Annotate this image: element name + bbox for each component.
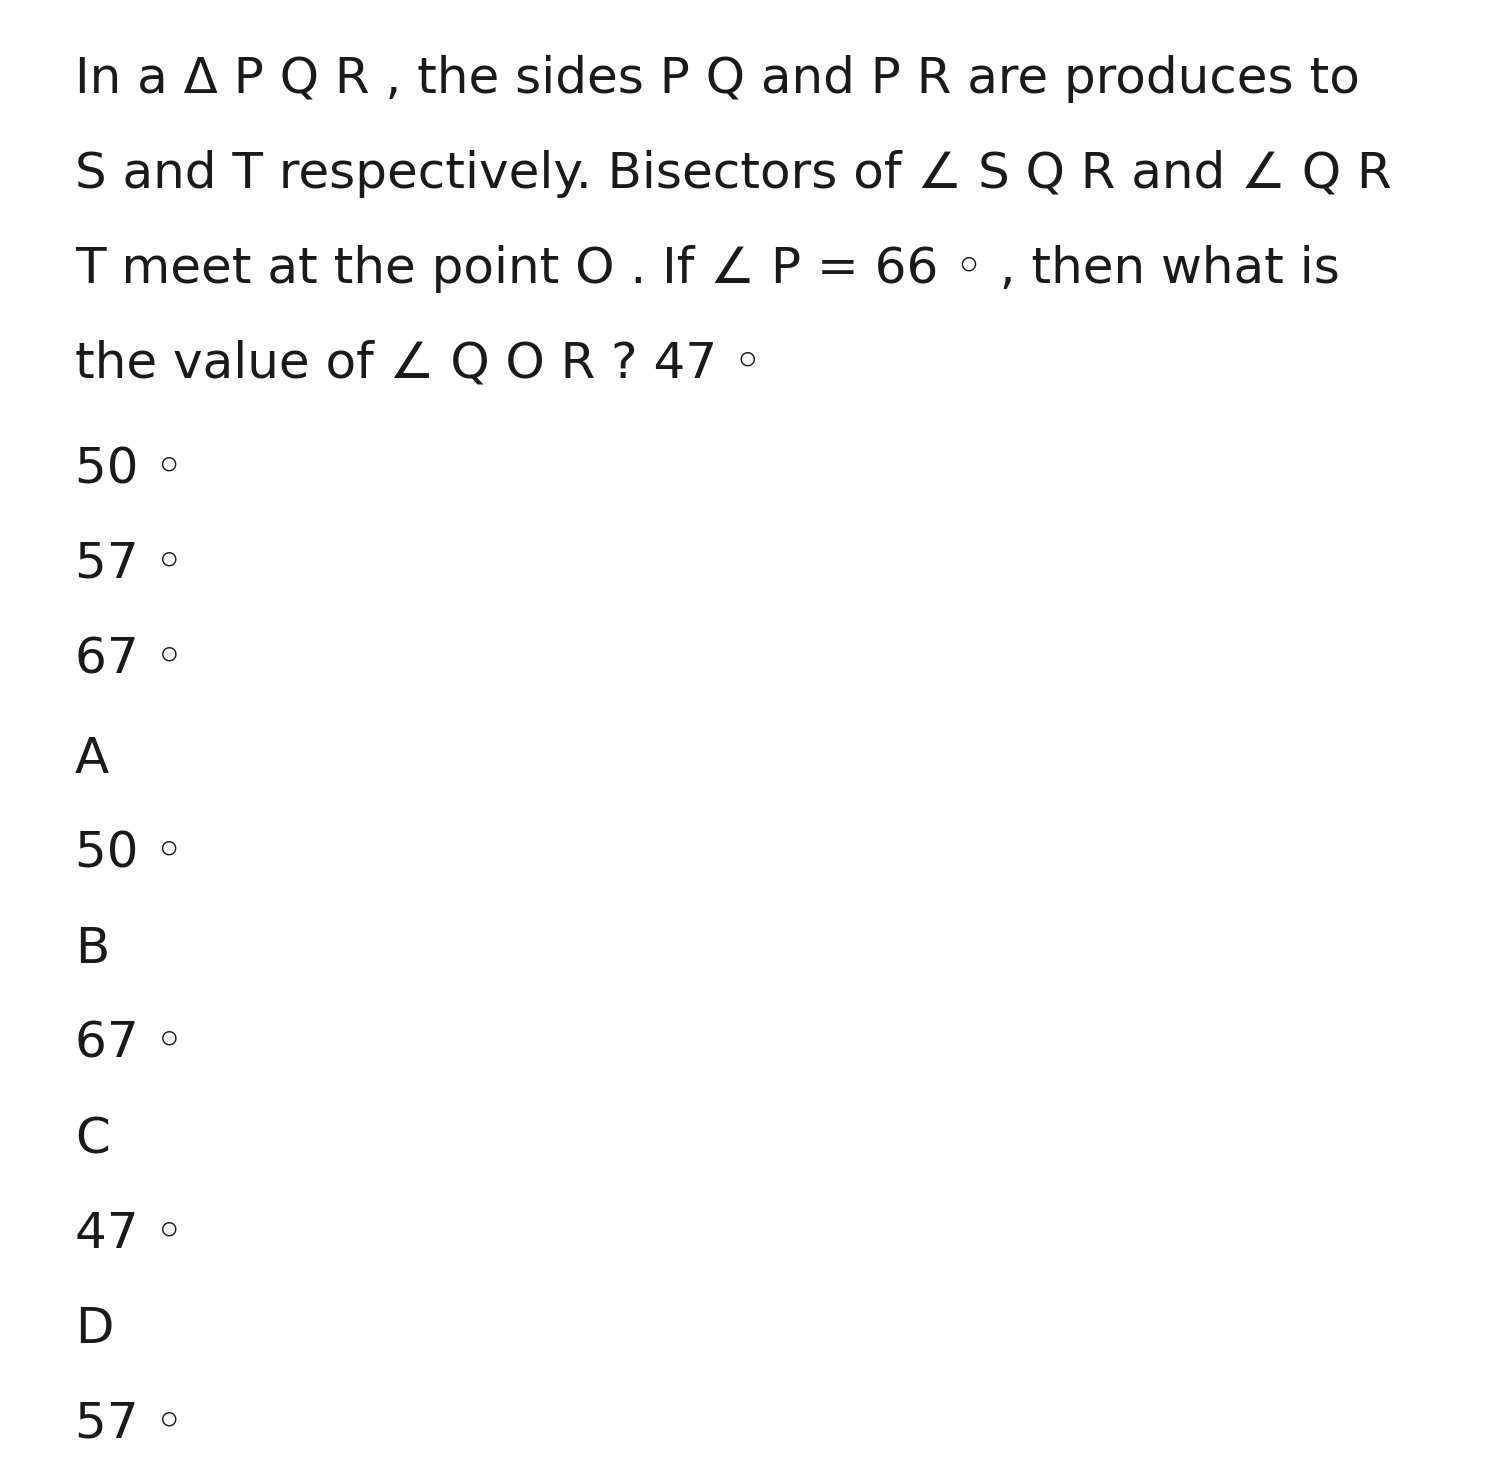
Text: In a Δ P Q R , the sides P Q and P R are produces to: In a Δ P Q R , the sides P Q and P R are… — [75, 55, 1360, 104]
Text: 50 ◦: 50 ◦ — [75, 445, 184, 493]
Text: 67 ◦: 67 ◦ — [75, 1020, 184, 1069]
Text: the value of ∠ Q O R ? 47 ◦: the value of ∠ Q O R ? 47 ◦ — [75, 340, 762, 388]
Text: 57 ◦: 57 ◦ — [75, 1400, 184, 1447]
Text: 47 ◦: 47 ◦ — [75, 1211, 184, 1258]
Text: A: A — [75, 736, 109, 783]
Text: 67 ◦: 67 ◦ — [75, 635, 184, 682]
Text: D: D — [75, 1305, 114, 1353]
Text: 50 ◦: 50 ◦ — [75, 830, 184, 878]
Text: B: B — [75, 925, 109, 972]
Text: C: C — [75, 1114, 109, 1163]
Text: 57 ◦: 57 ◦ — [75, 540, 184, 588]
Text: T meet at the point O . If ∠ P = 66 ◦ , then what is: T meet at the point O . If ∠ P = 66 ◦ , … — [75, 246, 1340, 293]
Text: S and T respectively. Bisectors of ∠ S Q R and ∠ Q R: S and T respectively. Bisectors of ∠ S Q… — [75, 149, 1392, 198]
